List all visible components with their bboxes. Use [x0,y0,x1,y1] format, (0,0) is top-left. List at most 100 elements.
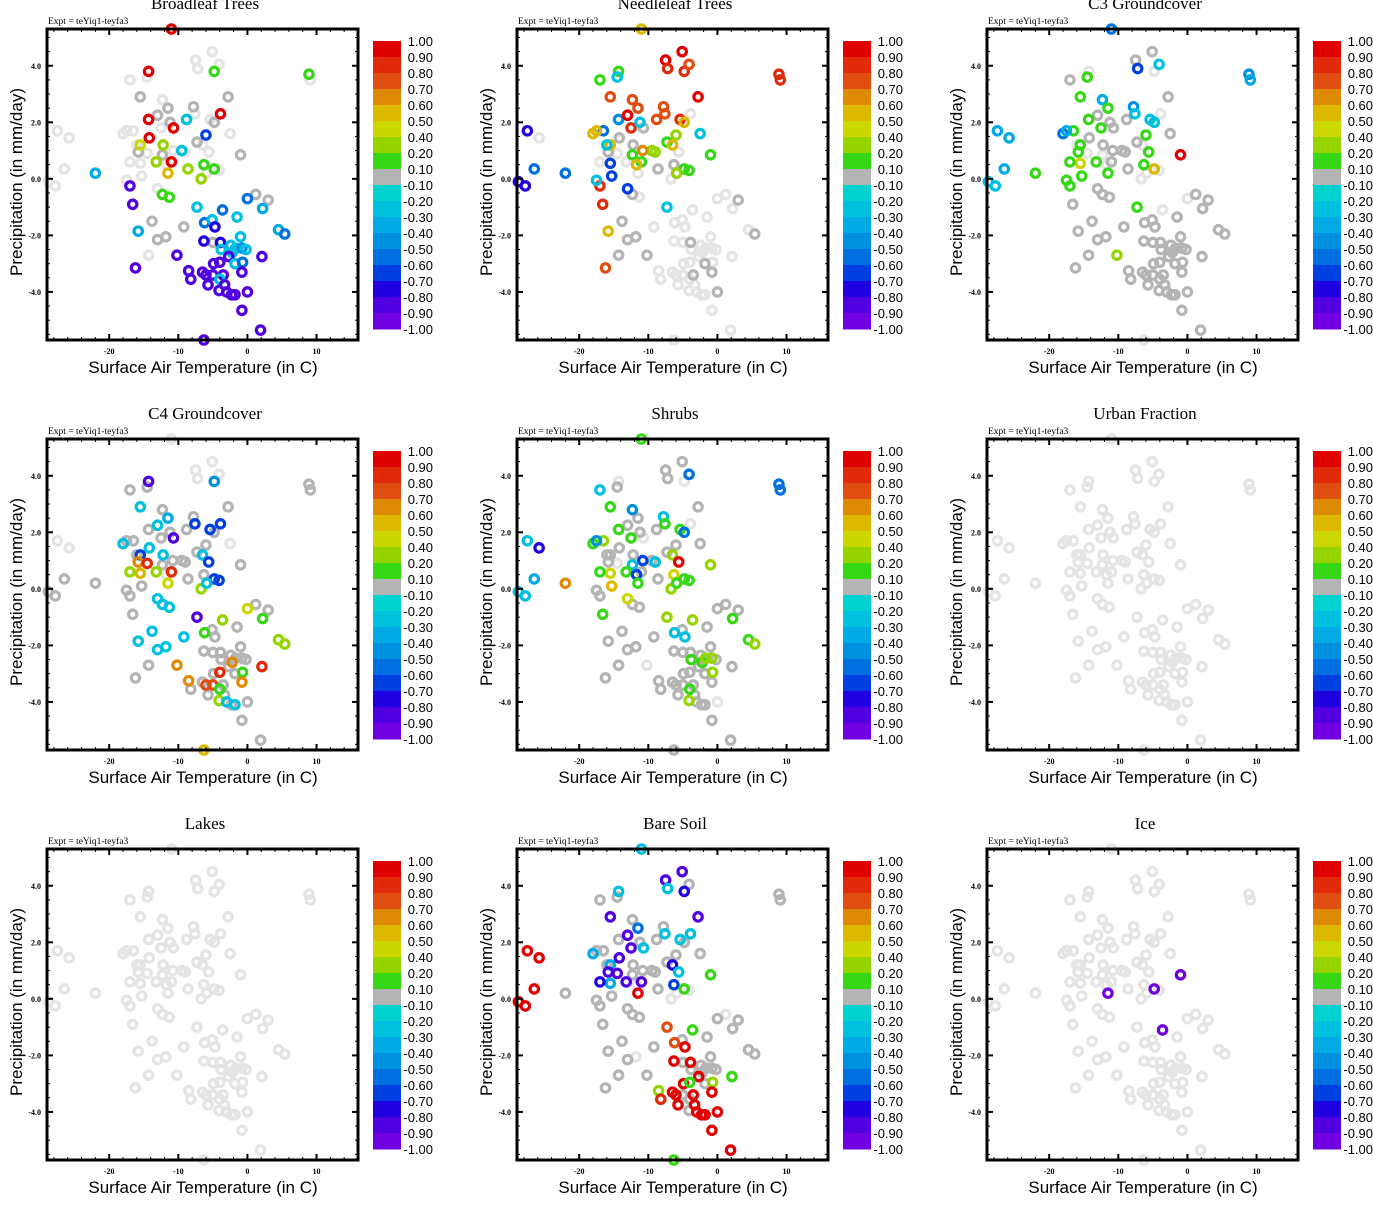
colorbar-swatch [373,893,401,910]
y-tick-label: -4.0 [968,288,981,297]
colorbar-swatch [843,659,871,676]
colorbar-swatch [843,1069,871,1086]
data-point [182,983,194,995]
data-point [1140,577,1153,589]
data-point [611,147,624,160]
data-point [213,1076,226,1089]
data-point [208,163,221,175]
colorbar-label: 0.20 [408,966,433,981]
colorbar-swatch [843,121,871,138]
colorbar-label: 0.60 [878,918,903,933]
x-axis-label: Surface Air Temperature (in C) [558,768,788,787]
colorbar-label: 0.20 [408,556,433,571]
colorbar-label: -0.20 [403,194,433,209]
colorbar-swatch [843,297,871,314]
data-point [1169,652,1182,664]
data-point [206,865,218,878]
data-point [636,964,649,977]
data-point [241,1012,254,1025]
data-point [621,519,634,532]
data-point [1153,666,1166,679]
colorbar-label: 1.00 [1348,854,1373,869]
data-point [661,611,673,623]
data-point [528,163,541,175]
colorbar-label: 0.70 [878,902,903,917]
colorbar-swatch [1313,41,1341,58]
colorbar-label: 0.40 [878,950,903,965]
x-tick-label: 10 [1253,347,1261,356]
y-tick-label: -2.0 [968,1051,981,1060]
data-point [668,645,680,657]
colorbar-label: 1.00 [408,34,433,49]
data-point [596,1018,609,1031]
data-point [1129,108,1141,120]
data-point [202,966,215,978]
data-point [1136,959,1149,971]
colorbar-label: 0.90 [1348,870,1373,885]
colorbar-label: 0.10 [408,982,433,997]
data-point [163,191,176,204]
data-point [774,74,787,86]
colorbar-label: 0.90 [878,50,903,65]
data-point [236,1076,249,1089]
plot-area: -20 -10 0 10-4.0-2.00.02.04.01.000.900.800.… [28,23,433,356]
data-point [1060,124,1073,137]
colorbar-label: -1.00 [1343,732,1373,747]
data-point [207,1077,220,1090]
x-tick-label: 10 [783,1167,791,1176]
data-point [142,659,155,671]
colorbar-label: -0.60 [1343,1078,1373,1093]
colorbar-swatch [373,989,401,1006]
colorbar-swatch [373,1005,401,1022]
data-point [1194,734,1207,746]
data-point [683,58,695,71]
y-tick-label: 4.0 [501,882,511,891]
x-tick-label: -20 [574,757,585,766]
colorbar-label: -0.70 [403,274,433,289]
data-point [706,304,718,317]
y-tick-label: 2.0 [31,938,41,947]
data-point [654,683,667,696]
data-point [222,911,234,923]
data-point [1100,231,1112,243]
colorbar-swatch [373,515,401,532]
colorbar-swatch [843,249,871,266]
data-point [1218,638,1231,650]
plot-area: -20 -10 0 10-4.0-2.00.02.04.01.000.900.800.… [968,843,1373,1176]
y-tick-label: 2.0 [501,528,511,537]
data-point [150,566,162,578]
colorbar-swatch [1313,909,1341,926]
data-point [648,631,660,643]
data-point [670,949,682,961]
colorbar-swatch [373,73,401,90]
data-point [650,933,663,946]
y-tick-label: 2.0 [31,118,41,127]
colorbar-label: 0.90 [1348,50,1373,65]
data-point [694,127,706,140]
data-point [1140,129,1152,141]
data-point [213,984,225,997]
data-point [670,167,683,179]
data-point [1131,882,1144,895]
data-point [1153,574,1165,587]
data-point [1162,660,1175,673]
colorbar-label: 0.80 [408,476,433,491]
data-point [1169,242,1182,254]
data-point [1069,672,1082,684]
data-point [163,601,176,614]
colorbar-label: 0.40 [1348,130,1373,145]
data-point [146,625,158,638]
colorbar-swatch [843,153,871,170]
colorbar-swatch [1313,297,1341,314]
plot-frame [515,847,830,1162]
data-point [627,139,639,151]
colorbar-label: 1.00 [1348,34,1373,49]
panel-title: Needleleaf Trees [617,0,733,13]
data-point [1138,235,1150,247]
data-point [604,501,617,513]
colorbar-label: -0.70 [1343,684,1373,699]
colorbar-label: -0.60 [1343,668,1373,683]
x-tick-label: -10 [1113,757,1124,766]
panel-title: Urban Fraction [1093,404,1197,423]
colorbar-swatch [843,1117,871,1134]
